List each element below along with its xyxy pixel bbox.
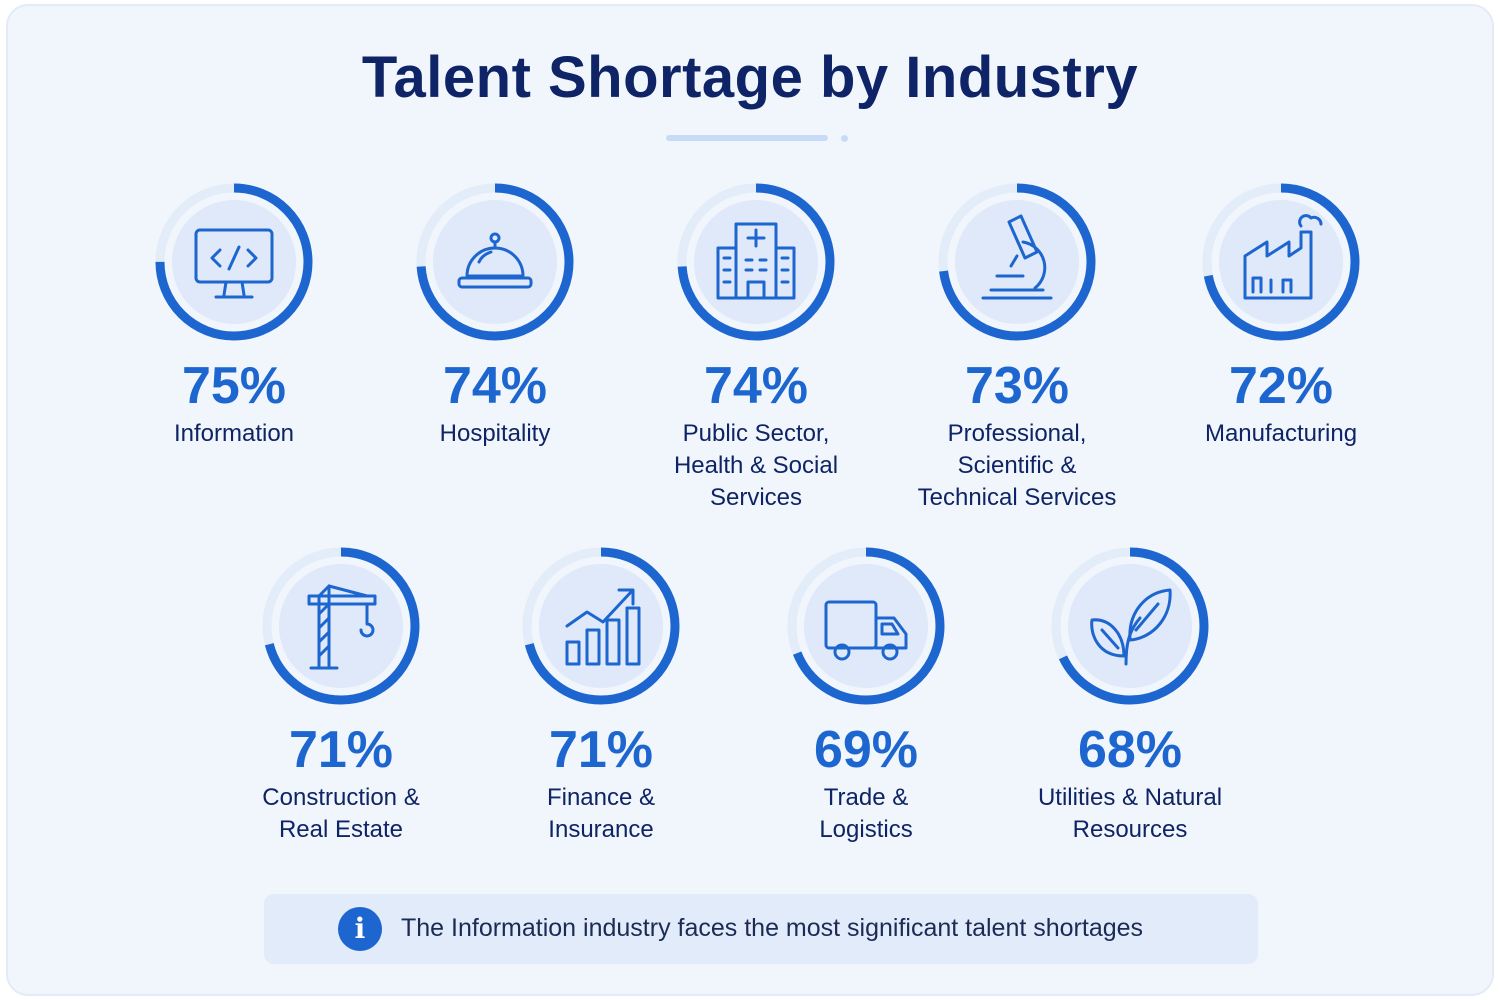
industry-label: Utilities & Natural Resources — [1037, 784, 1223, 843]
icon-disc — [433, 200, 557, 324]
icon-disc — [804, 564, 928, 688]
industry-item: 72% Manufacturing — [1151, 182, 1411, 450]
industry-label: Manufacturing — [1204, 420, 1358, 447]
progress-ring — [416, 183, 574, 341]
factory-icon — [1243, 214, 1323, 300]
percentage-value: 71% — [548, 721, 654, 779]
industry-label: Construction & Real Estate — [262, 784, 420, 843]
percentage-value: 71% — [288, 721, 394, 779]
industry-item: 75% Information — [104, 182, 364, 450]
progress-ring-arc — [677, 183, 835, 341]
industry-label: Hospitality — [439, 420, 551, 447]
industry-label: Public Sector, Health & Social Services — [673, 420, 839, 511]
summary-note-text: The Information industry faces the most … — [401, 914, 1144, 942]
growth-chart-icon — [565, 588, 641, 666]
microscope-icon — [981, 214, 1053, 300]
progress-ring — [262, 547, 420, 705]
service-bell-icon — [457, 232, 533, 289]
industry-item: 74% Hospitality — [365, 182, 625, 450]
progress-ring — [1051, 547, 1209, 705]
icon-disc — [279, 564, 403, 688]
industry-item: 69% Trade & Logistics — [736, 546, 996, 846]
progress-ring — [1202, 183, 1360, 341]
info-icon: i — [338, 907, 382, 951]
monitor-code-icon — [194, 228, 274, 299]
progress-ring-arc — [522, 547, 680, 705]
industry-label: Professional, Scientific & Technical Ser… — [917, 420, 1117, 511]
industry-label: Information — [173, 420, 295, 447]
page-title: Talent Shortage by Industry — [361, 45, 1139, 110]
percentage-value: 72% — [1228, 357, 1334, 415]
industry-item: 73% Professional, Scientific & Technical … — [887, 182, 1147, 514]
title-divider — [666, 135, 828, 141]
percentage-value: 75% — [181, 357, 287, 415]
progress-ring-arc — [262, 547, 420, 705]
industry-label: Finance & Insurance — [546, 784, 656, 843]
truck-icon — [824, 600, 908, 661]
percentage-value: 68% — [1077, 721, 1183, 779]
title-divider-dot — [841, 135, 848, 142]
icon-disc — [172, 200, 296, 324]
progress-ring-arc — [938, 183, 1096, 341]
progress-ring — [787, 547, 945, 705]
progress-ring — [155, 183, 313, 341]
industry-item: 71% Construction & Real Estate — [211, 546, 471, 846]
icon-disc — [955, 200, 1079, 324]
icon-disc — [539, 564, 663, 688]
percentage-value: 74% — [442, 357, 548, 415]
progress-ring-arc — [1202, 183, 1360, 341]
progress-ring — [938, 183, 1096, 341]
progress-ring — [522, 547, 680, 705]
icon-disc — [1219, 200, 1343, 324]
progress-ring-arc — [1051, 547, 1209, 705]
progress-ring-arc — [155, 183, 313, 341]
infographic-card: Talent Shortage by Industry 75% Informati… — [6, 4, 1494, 996]
industry-item: 68% Utilities & Natural Resources — [1000, 546, 1260, 846]
industry-item: 74% Public Sector, Health & Social Servic… — [626, 182, 886, 514]
industry-label: Trade & Logistics — [819, 784, 913, 843]
summary-note: i The Information industry faces the mos… — [264, 894, 1258, 964]
progress-ring-arc — [787, 547, 945, 705]
crane-icon — [307, 584, 377, 670]
percentage-value: 73% — [964, 357, 1070, 415]
progress-ring — [677, 183, 835, 341]
percentage-value: 74% — [703, 357, 809, 415]
industry-item: 71% Finance & Insurance — [471, 546, 731, 846]
hospital-icon — [716, 222, 796, 300]
percentage-value: 69% — [813, 721, 919, 779]
icon-disc — [694, 200, 818, 324]
progress-ring-arc — [416, 183, 574, 341]
leaves-icon — [1090, 588, 1172, 666]
